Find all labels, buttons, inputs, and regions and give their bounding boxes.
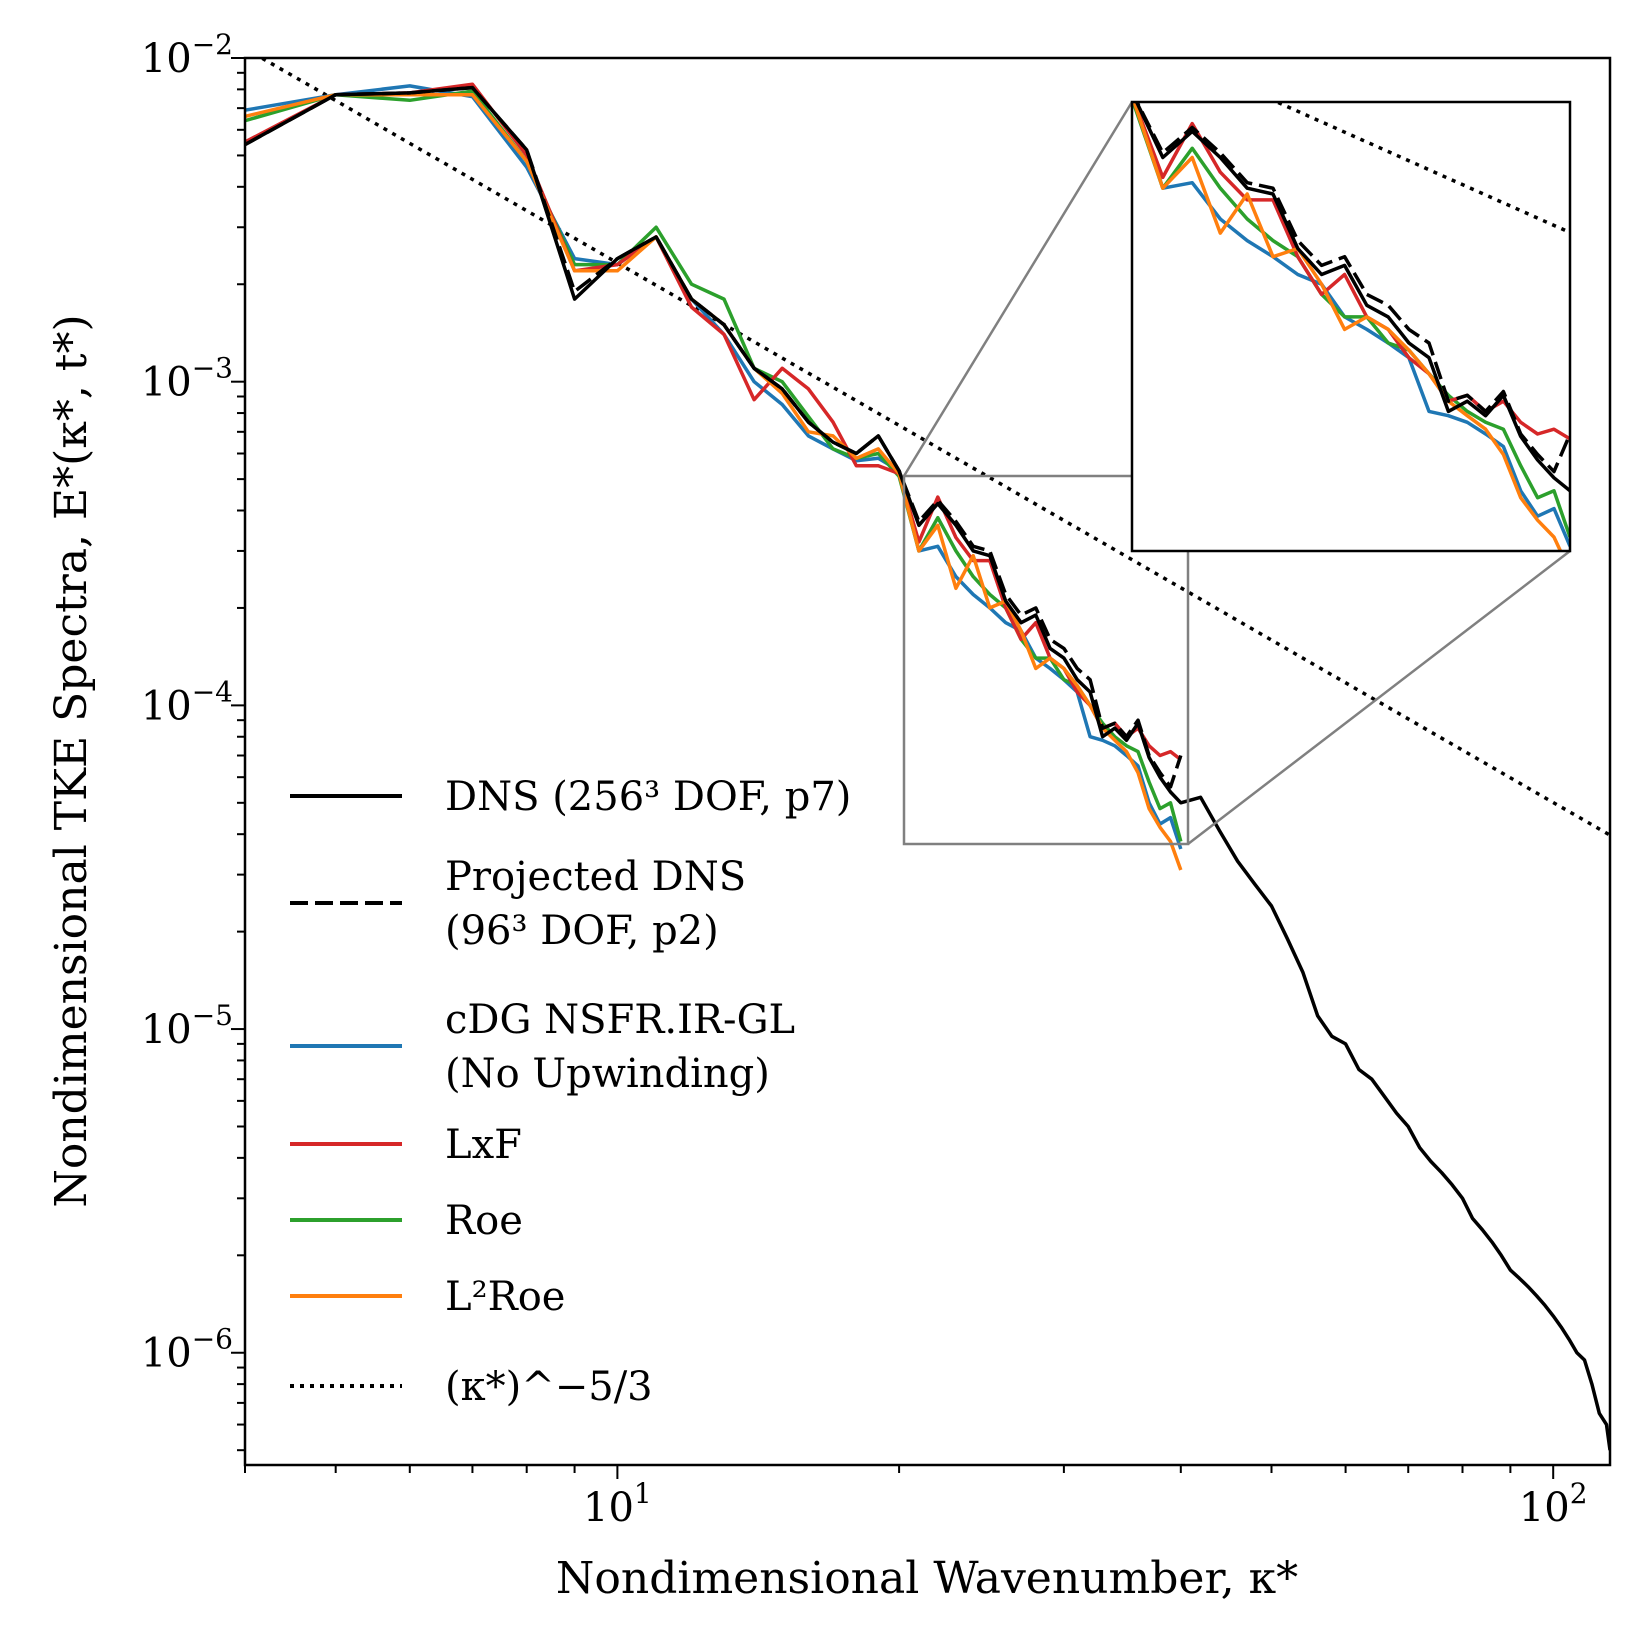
y-tick-label: 10−4 bbox=[141, 675, 233, 729]
legend-label-roe: Roe bbox=[445, 1198, 523, 1244]
zoom-connector-bottom bbox=[1187, 550, 1571, 845]
legend-label-nsfr: (No Upwinding) bbox=[445, 1051, 770, 1097]
y-tick-label: 10−5 bbox=[141, 999, 233, 1053]
legend: DNS (256³ DOF, p7) Projected DNS (96³ DOF,… bbox=[290, 774, 851, 1410]
legend-label-lxf: LxF bbox=[445, 1122, 522, 1168]
main-series-group bbox=[245, 58, 1610, 1451]
y-axis-label: Nondimensional TKE Spectra, E*(κ*, t*) bbox=[46, 314, 97, 1207]
y-tick-label: 10−6 bbox=[141, 1323, 233, 1377]
legend-label-nsfr: cDG NSFR.IR-GL bbox=[445, 997, 795, 1043]
inset-frame bbox=[1130, 100, 1572, 553]
series-line-ref bbox=[258, 58, 1610, 837]
inset-series-group bbox=[1132, 102, 1570, 551]
series-line-l2roe bbox=[245, 92, 1183, 871]
inset-series-line-nsfr bbox=[1133, 102, 1570, 547]
x-axis-ticks: 101 102 bbox=[244, 1465, 1588, 1531]
plot-frame bbox=[243, 56, 1612, 1467]
legend-label-proj: (96³ DOF, p2) bbox=[445, 908, 719, 954]
series-line-dns bbox=[245, 85, 1610, 1451]
legend-label-dns: DNS (256³ DOF, p7) bbox=[445, 774, 851, 820]
zoom-connector-top bbox=[902, 101, 1134, 477]
legend-label-l2roe: L²Roe bbox=[445, 1274, 565, 1320]
y-tick-label: 10−3 bbox=[141, 352, 233, 406]
y-tick-label: 10−2 bbox=[141, 28, 233, 82]
inset-series-line-dns bbox=[1134, 102, 1570, 493]
x-axis-label: Nondimensional Wavenumber, κ* bbox=[556, 1553, 1298, 1604]
legend-label-proj: Projected DNS bbox=[445, 854, 746, 900]
x-tick-label: 102 bbox=[1519, 1477, 1588, 1531]
inset-series-line-roe bbox=[1132, 102, 1570, 538]
inset-series-line-l2roe bbox=[1132, 102, 1563, 551]
legend-label-ref: (κ*)^−5/3 bbox=[445, 1364, 653, 1410]
zoom-region-box bbox=[902, 474, 1190, 846]
x-tick-label: 101 bbox=[583, 1477, 652, 1531]
y-axis-ticks: 10−2 10−3 10−4 10−5 10−6 bbox=[141, 28, 245, 1452]
